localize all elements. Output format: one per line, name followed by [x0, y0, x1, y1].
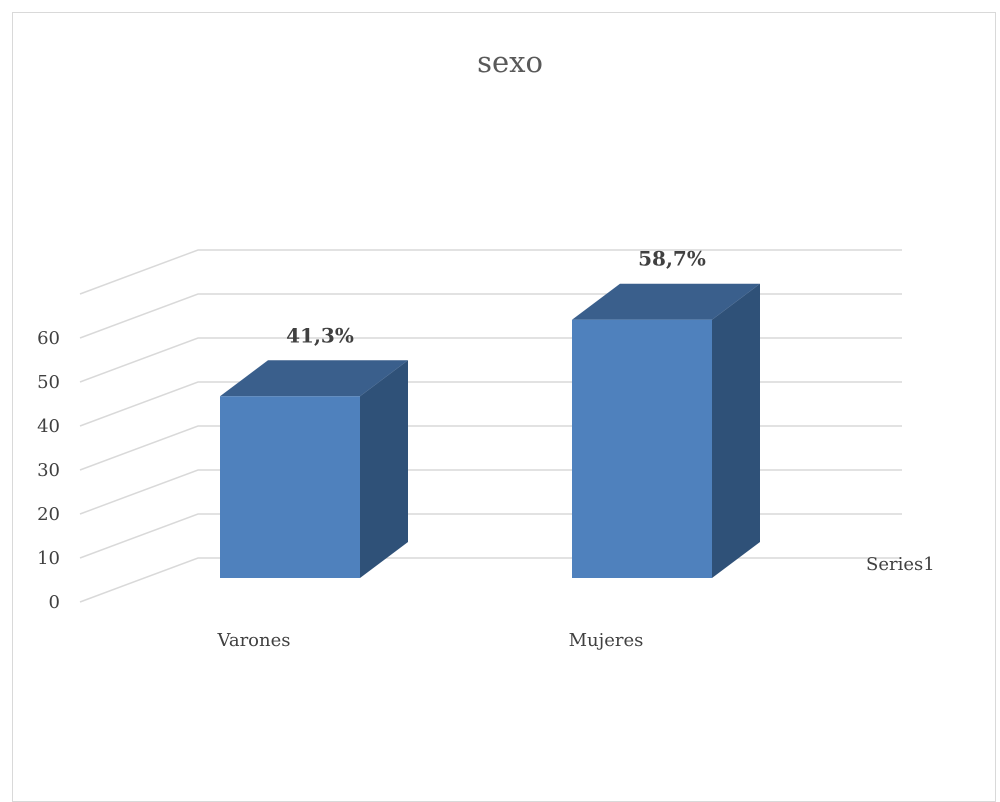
gridline	[79, 469, 902, 515]
x-category-label: Varones	[216, 630, 290, 651]
y-tick-label: 50	[37, 372, 60, 393]
gridline	[79, 513, 902, 559]
y-tick-label: 0	[49, 592, 60, 613]
bars: 41,3% Varones 58,7% Mujeres	[216, 247, 760, 651]
bar-varones	[220, 360, 408, 578]
gridline	[79, 425, 902, 471]
y-tick-label: 30	[37, 460, 60, 481]
gridlines	[79, 249, 902, 603]
bar-top	[572, 283, 760, 320]
gridline	[79, 293, 902, 339]
data-label: 58,7%	[638, 247, 706, 271]
bar-side	[360, 360, 408, 578]
gridline	[79, 249, 902, 295]
data-label: 41,3%	[286, 323, 354, 347]
y-tick-label: 60	[37, 328, 60, 349]
bar-front	[220, 396, 360, 578]
y-tick-label: 10	[37, 548, 60, 569]
legend-entry-series1: Series1	[866, 554, 935, 575]
bar-top	[220, 360, 408, 397]
x-category-label: Mujeres	[569, 630, 644, 651]
y-axis-ticks: 0 10 20 30 40 50 60	[37, 328, 60, 613]
chart-title: sexo	[477, 45, 543, 79]
gridline	[79, 557, 902, 603]
chart-frame	[12, 12, 996, 802]
y-tick-label: 40	[37, 416, 60, 437]
gridline	[79, 337, 902, 383]
gridline	[79, 381, 902, 427]
bar-front	[572, 319, 712, 578]
bar-mujeres	[572, 283, 760, 578]
bar-side	[712, 283, 760, 578]
y-tick-label: 20	[37, 504, 60, 525]
